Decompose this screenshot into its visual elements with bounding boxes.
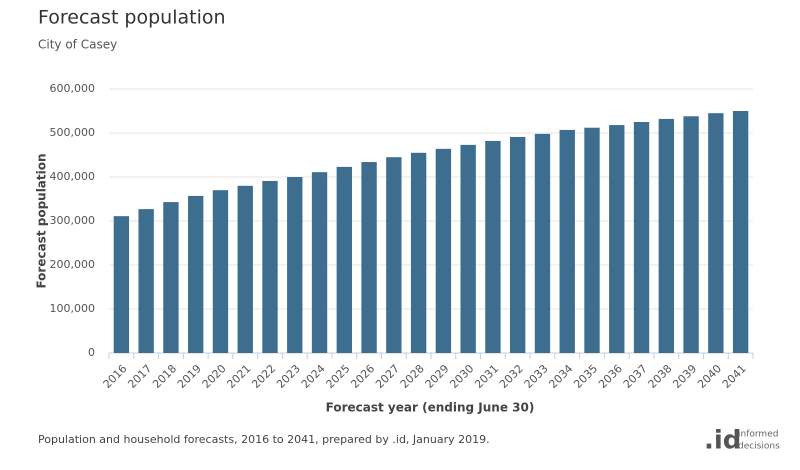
bar	[510, 136, 526, 353]
y-tick-label: 100,000	[50, 302, 96, 315]
x-tick-label: 2039	[670, 362, 699, 391]
x-tick-label: 2030	[447, 362, 476, 391]
bar	[287, 177, 303, 353]
y-axis-title: Forecast population	[35, 153, 49, 288]
bar	[633, 122, 650, 353]
bar	[138, 209, 154, 353]
bar	[732, 111, 749, 353]
bar	[584, 127, 600, 353]
bar	[336, 166, 352, 353]
x-tick-label: 2025	[324, 362, 353, 391]
x-tick-label: 2021	[224, 362, 253, 391]
y-tick-label: 400,000	[50, 170, 96, 183]
bar	[708, 113, 724, 353]
x-axis-title: Forecast year (ending June 30)	[326, 401, 535, 415]
x-tick-label: 2037	[621, 362, 650, 391]
bar	[262, 180, 278, 353]
bar	[534, 133, 551, 353]
bar	[658, 118, 674, 353]
x-tick-label: 2018	[150, 362, 179, 391]
x-tick-label: 2041	[720, 362, 749, 391]
bar	[311, 172, 328, 353]
bar	[163, 202, 179, 353]
bar	[435, 148, 452, 353]
y-tick-label: 500,000	[50, 126, 96, 139]
source-note: Population and household forecasts, 2016…	[38, 433, 490, 446]
bar	[212, 190, 229, 353]
x-tick-label: 2019	[175, 362, 204, 391]
bar	[460, 144, 476, 353]
bar	[683, 116, 699, 353]
x-tick-label: 2040	[695, 362, 724, 391]
x-tick-label: 2029	[423, 362, 452, 391]
bar	[188, 195, 204, 353]
x-tick-label: 2038	[646, 362, 675, 391]
x-tick-label: 2023	[274, 362, 303, 391]
x-tick-label: 2017	[125, 362, 154, 391]
bar	[361, 162, 377, 353]
x-tick-label: 2033	[522, 362, 551, 391]
x-tick-label: 2016	[101, 362, 130, 391]
bar	[609, 125, 625, 353]
x-tick-label: 2026	[348, 362, 377, 391]
x-tick-label: 2024	[299, 362, 328, 391]
y-tick-label: 300,000	[50, 214, 96, 227]
bar	[386, 157, 402, 353]
logo: .id	[704, 426, 741, 456]
bar	[559, 129, 575, 353]
bar	[410, 152, 427, 353]
chart-subtitle: City of Casey	[38, 38, 117, 52]
bar	[113, 216, 130, 353]
logo-text: informed	[738, 430, 778, 440]
chart-title: Forecast population	[38, 7, 226, 29]
x-tick-label: 2027	[373, 362, 402, 391]
logo-text: decisions	[738, 442, 780, 452]
y-tick-label: 200,000	[50, 258, 96, 271]
x-tick-label: 2036	[596, 362, 625, 391]
y-tick-label: 0	[88, 346, 95, 359]
bar	[485, 140, 501, 353]
x-tick-label: 2031	[472, 362, 501, 391]
x-tick-label: 2034	[546, 362, 575, 391]
x-tick-label: 2020	[200, 362, 229, 391]
bar	[237, 185, 253, 353]
x-tick-label: 2028	[398, 362, 427, 391]
x-tick-label: 2032	[497, 362, 526, 391]
x-tick-label: 2022	[249, 362, 278, 391]
y-tick-label: 600,000	[50, 82, 96, 95]
x-tick-label: 2035	[571, 362, 600, 391]
